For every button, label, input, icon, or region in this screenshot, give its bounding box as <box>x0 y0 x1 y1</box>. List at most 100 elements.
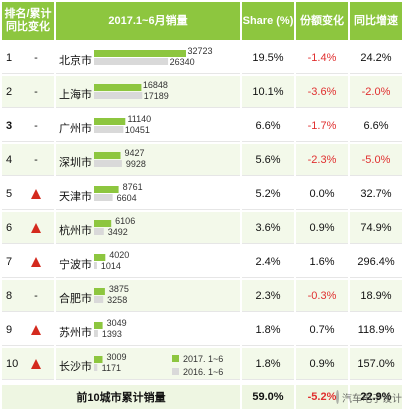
bar-2017 <box>94 186 119 193</box>
bar-2016 <box>94 228 104 235</box>
table-row <box>2 110 402 142</box>
city-label: 北京市 <box>59 55 92 67</box>
header-share: Share (%) <box>242 2 294 40</box>
table-row <box>2 348 402 380</box>
bar-label-2016: 6604 <box>117 193 137 203</box>
header-period: 2017.1~6月销量 <box>56 2 240 40</box>
bar-2017 <box>94 84 142 91</box>
share-change-value: 0.9% <box>309 222 335 234</box>
rank-up-icon <box>28 178 44 210</box>
rank-unchanged-dash: - <box>34 290 38 302</box>
rank-unchanged-dash: - <box>34 86 38 98</box>
rank-unchanged-dash: - <box>34 120 38 132</box>
share-value: 5.2% <box>255 188 281 200</box>
bar-2016 <box>94 126 124 133</box>
rank: 2 <box>6 86 13 98</box>
yoy-value: 296.4% <box>357 256 395 268</box>
bar-2017 <box>94 220 112 227</box>
table-row <box>2 42 402 74</box>
city-label: 长沙市 <box>59 361 92 373</box>
bar-label-2016: 1014 <box>101 261 121 271</box>
bar-label-2017: 32723 <box>187 46 212 56</box>
bar-label-2017: 8761 <box>123 182 143 192</box>
rank: 9 <box>6 324 13 336</box>
rank-up-icon <box>28 212 44 244</box>
city-label: 苏州市 <box>59 327 92 339</box>
table-row <box>2 314 402 346</box>
share-value: 2.4% <box>255 256 281 268</box>
bar-label-2017: 9427 <box>124 148 144 158</box>
watermark: 汽车电子设计 <box>336 386 402 408</box>
rank: 1 <box>6 52 13 64</box>
rank: 8 <box>6 290 13 302</box>
bar-2017 <box>94 356 103 363</box>
bar-label-2016: 17189 <box>144 91 169 101</box>
bar-label-2016: 1171 <box>102 363 121 373</box>
bar-label-2016: 3492 <box>108 227 128 237</box>
rank: 5 <box>6 188 13 200</box>
footer-share-change: -5.2% <box>296 385 348 409</box>
bar-label-2016: 9928 <box>126 159 146 169</box>
share-change-value: 0.0% <box>309 188 335 200</box>
city-label: 天津市 <box>59 191 92 203</box>
rank-unchanged-dash: - <box>34 52 38 64</box>
bar-2017 <box>94 322 103 329</box>
bar-2017 <box>94 152 121 159</box>
share-change-value: -1.4% <box>307 52 337 64</box>
legend: 2017. 1~6 2016. 1~6 <box>172 352 242 380</box>
header-share-change: 份额变化 <box>296 2 348 40</box>
rank-up-icon <box>28 314 44 346</box>
share-value: 2.3% <box>255 290 281 302</box>
share-value: 10.1% <box>252 86 284 98</box>
bar-2016 <box>94 160 122 167</box>
bar-label-2017: 4020 <box>109 250 129 260</box>
city-label: 宁波市 <box>59 259 92 271</box>
footer-yoy: 22.9% <box>350 385 402 409</box>
share-value: 1.8% <box>255 324 281 336</box>
table-row <box>2 280 402 312</box>
share-change-value: -0.3% <box>307 290 337 302</box>
bar-label-2016: 10451 <box>125 125 150 135</box>
footer-label: 前10城市累计销量 <box>2 385 240 409</box>
table-row <box>2 178 402 210</box>
share-change-value: -3.6% <box>307 86 337 98</box>
share-value: 1.8% <box>255 358 281 370</box>
yoy-value: -5.0% <box>361 154 391 166</box>
header-rank-change: 排名/累计同比变化 <box>2 2 54 40</box>
share-change-value: -1.7% <box>307 120 337 132</box>
bar-2016 <box>94 330 98 337</box>
share-change-value: -2.3% <box>307 154 337 166</box>
share-value: 6.6% <box>255 120 281 132</box>
bar-2017 <box>94 288 105 295</box>
bar-2016 <box>94 92 143 99</box>
rank: 4 <box>6 154 13 166</box>
bar-label-2017: 3875 <box>109 284 129 294</box>
legend-current-swatch <box>172 355 179 362</box>
table-row <box>2 76 402 108</box>
city-label: 深圳市 <box>59 157 92 169</box>
legend-previous-swatch <box>172 368 179 375</box>
bar-2016 <box>94 194 113 201</box>
bar-2017 <box>94 118 126 125</box>
city-label: 杭州市 <box>59 225 92 237</box>
bar-label-2016: 3258 <box>107 295 127 305</box>
share-value: 19.5% <box>252 52 284 64</box>
city-label: 合肥市 <box>59 293 92 305</box>
bar-2016 <box>94 296 104 303</box>
bar-label-2017: 16848 <box>143 80 168 90</box>
yoy-value: 118.9% <box>357 324 395 336</box>
bar-label-2017: 3049 <box>107 318 127 328</box>
table-row <box>2 246 402 278</box>
yoy-value: 157.0% <box>357 358 395 370</box>
table-row <box>2 144 402 176</box>
yoy-value: -2.0% <box>361 86 391 98</box>
rank-unchanged-dash: - <box>34 154 38 166</box>
rank: 3 <box>6 120 13 132</box>
share-change-value: 0.9% <box>309 358 335 370</box>
rank: 7 <box>6 256 13 268</box>
header-yoy: 同比增速 <box>350 2 402 40</box>
share-change-value: 1.6% <box>309 256 335 268</box>
bar-label-2017: 6106 <box>115 216 135 226</box>
rank-up-icon <box>28 246 44 278</box>
